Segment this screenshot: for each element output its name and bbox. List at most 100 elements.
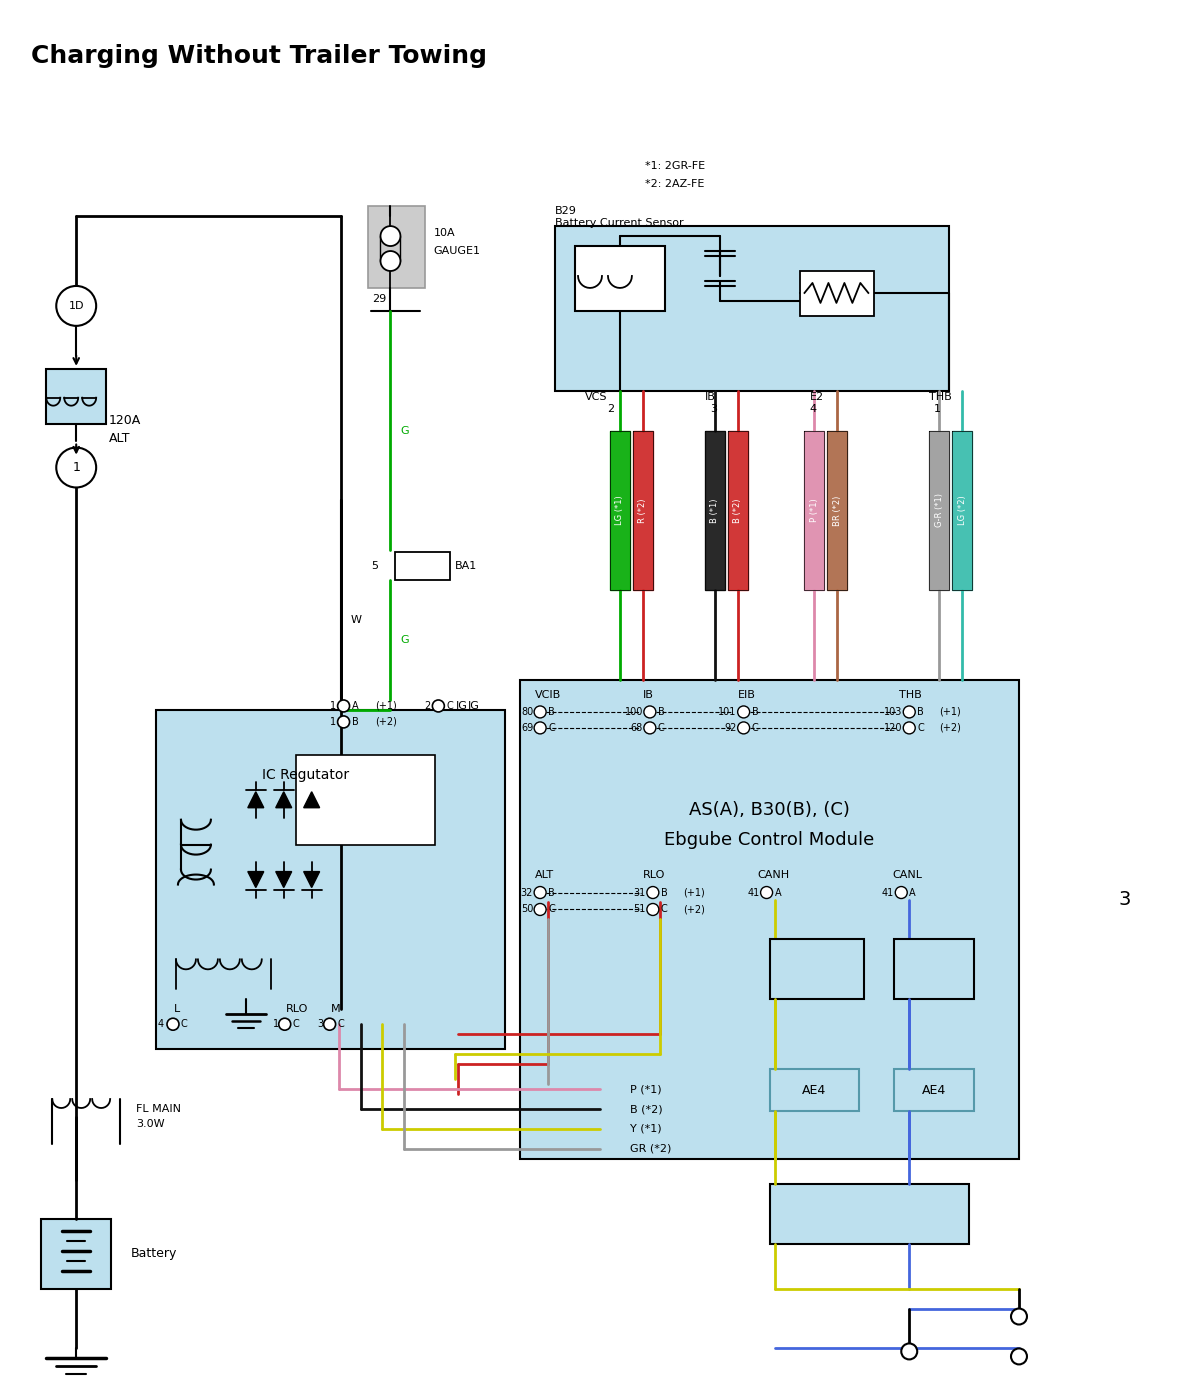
Text: 32: 32 xyxy=(520,888,533,898)
Circle shape xyxy=(535,722,546,733)
Circle shape xyxy=(380,251,400,271)
Text: IC Regutator: IC Regutator xyxy=(262,768,349,782)
Text: GR (*2): GR (*2) xyxy=(630,1143,671,1155)
Text: 5: 5 xyxy=(372,561,379,572)
Text: 41: 41 xyxy=(747,888,760,898)
Polygon shape xyxy=(827,431,847,590)
Circle shape xyxy=(57,286,96,326)
Bar xyxy=(769,1184,969,1244)
Text: ALT: ALT xyxy=(535,870,555,880)
Text: ALT: ALT xyxy=(109,432,131,445)
Bar xyxy=(769,1069,859,1110)
Text: A: A xyxy=(352,702,359,711)
Text: Ebgube Control Module: Ebgube Control Module xyxy=(664,830,874,849)
Text: VCIB: VCIB xyxy=(535,690,562,700)
Text: G: G xyxy=(400,635,409,645)
Text: C: C xyxy=(661,905,668,914)
Circle shape xyxy=(432,700,445,713)
Text: B: B xyxy=(917,707,924,717)
Circle shape xyxy=(903,722,916,733)
Polygon shape xyxy=(929,431,949,590)
Text: 4: 4 xyxy=(809,403,817,414)
Polygon shape xyxy=(303,871,320,888)
Text: B: B xyxy=(548,888,555,898)
Bar xyxy=(894,939,975,1000)
Text: 1: 1 xyxy=(329,702,335,711)
Bar xyxy=(800,271,874,316)
Text: BR (*2): BR (*2) xyxy=(833,496,841,526)
Text: EIB: EIB xyxy=(738,690,755,700)
Text: 1: 1 xyxy=(935,403,942,414)
Text: C: C xyxy=(752,722,759,733)
Text: C: C xyxy=(293,1019,300,1029)
Polygon shape xyxy=(805,431,825,590)
Text: VCS: VCS xyxy=(585,392,608,402)
Text: A: A xyxy=(774,888,781,898)
Text: 31: 31 xyxy=(634,888,645,898)
Text: Y (*1): Y (*1) xyxy=(630,1124,662,1134)
Circle shape xyxy=(380,226,400,246)
Text: B (*2): B (*2) xyxy=(630,1103,662,1114)
Circle shape xyxy=(738,706,749,718)
Circle shape xyxy=(323,1018,335,1030)
Circle shape xyxy=(337,715,349,728)
Polygon shape xyxy=(276,791,291,808)
Circle shape xyxy=(738,722,749,733)
Text: P (*1): P (*1) xyxy=(809,499,819,522)
Text: 1: 1 xyxy=(72,461,80,474)
Polygon shape xyxy=(952,431,972,590)
Text: G: G xyxy=(400,425,409,435)
Text: 2: 2 xyxy=(424,702,431,711)
Circle shape xyxy=(647,903,658,916)
Text: G-R (*1): G-R (*1) xyxy=(935,493,944,528)
Text: AE4: AE4 xyxy=(802,1084,827,1097)
Text: M: M xyxy=(330,1004,340,1014)
Text: AS(A), B30(B), (C): AS(A), B30(B), (C) xyxy=(689,801,850,819)
Text: THB: THB xyxy=(929,392,952,402)
Circle shape xyxy=(903,706,916,718)
Text: Battery Current Sensor: Battery Current Sensor xyxy=(555,218,683,228)
Circle shape xyxy=(337,700,349,713)
Text: 1: 1 xyxy=(273,1019,278,1029)
Text: THB: THB xyxy=(899,690,922,700)
Text: B: B xyxy=(661,888,668,898)
Bar xyxy=(575,246,664,311)
Text: IB: IB xyxy=(643,690,654,700)
Text: B (*2): B (*2) xyxy=(733,499,742,522)
Bar xyxy=(156,710,505,1050)
Text: B (*1): B (*1) xyxy=(710,499,719,522)
Text: RLO: RLO xyxy=(286,1004,308,1014)
Text: 3: 3 xyxy=(317,1019,323,1029)
Bar xyxy=(555,226,949,391)
Text: B: B xyxy=(352,717,359,726)
Text: CANH: CANH xyxy=(758,870,789,880)
Text: L: L xyxy=(173,1004,181,1014)
Polygon shape xyxy=(728,431,748,590)
Bar xyxy=(46,369,106,424)
Text: 103: 103 xyxy=(884,707,903,717)
Circle shape xyxy=(644,706,656,718)
Text: C: C xyxy=(337,1019,345,1029)
Circle shape xyxy=(535,887,546,899)
Text: *1: 2GR-FE: *1: 2GR-FE xyxy=(645,162,704,171)
Text: CANL: CANL xyxy=(892,870,923,880)
Bar xyxy=(894,1069,975,1110)
Text: 1D: 1D xyxy=(68,301,84,311)
Polygon shape xyxy=(632,431,653,590)
Bar xyxy=(296,755,435,845)
Text: Charging Without Trailer Towing: Charging Without Trailer Towing xyxy=(32,44,487,69)
Text: 3.0W: 3.0W xyxy=(136,1119,165,1130)
Text: 3: 3 xyxy=(1119,889,1132,909)
Circle shape xyxy=(535,903,546,916)
Polygon shape xyxy=(276,871,291,888)
Text: (+1): (+1) xyxy=(939,707,961,717)
Text: (+2): (+2) xyxy=(375,717,398,726)
Text: LG (*1): LG (*1) xyxy=(616,496,624,525)
Text: A: A xyxy=(910,888,916,898)
Text: (+2): (+2) xyxy=(683,905,704,914)
Text: 29: 29 xyxy=(373,294,387,304)
Text: B: B xyxy=(548,707,555,717)
Polygon shape xyxy=(303,791,320,808)
Text: 41: 41 xyxy=(881,888,894,898)
Text: LG (*2): LG (*2) xyxy=(958,496,966,525)
